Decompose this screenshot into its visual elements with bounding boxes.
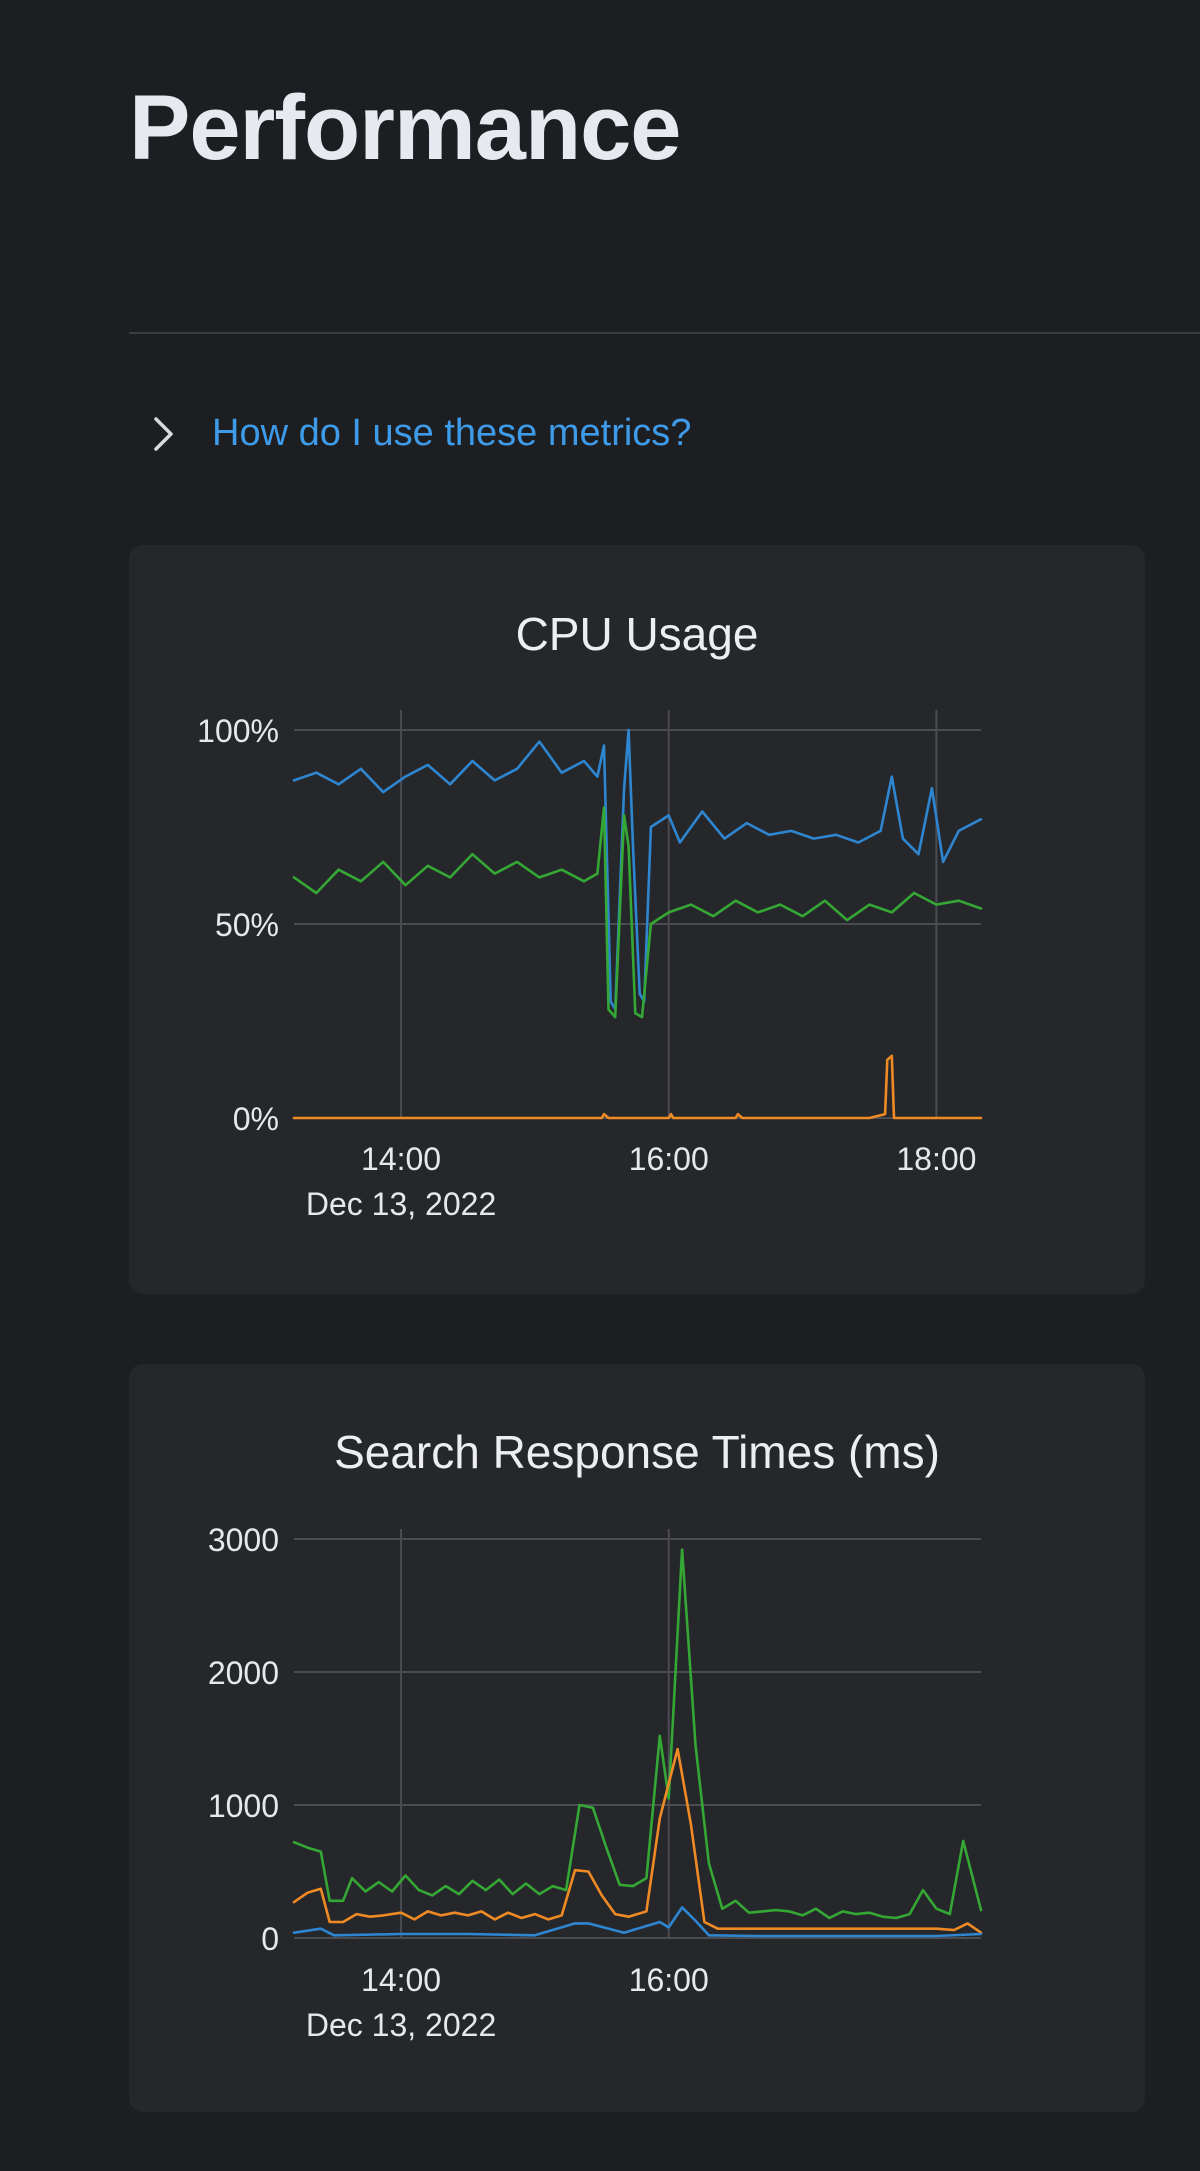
x-tick-label: 16:00 <box>629 1962 709 1998</box>
orange-series-line <box>292 1054 983 1120</box>
y-tick-label: 1000 <box>208 1788 279 1824</box>
title-divider <box>129 332 1200 334</box>
orange-series-line <box>292 1747 983 1935</box>
y-tick-label: 100% <box>197 713 279 749</box>
y-tick-label: 2000 <box>208 1655 279 1691</box>
help-disclosure[interactable]: How do I use these metrics? <box>150 412 691 455</box>
page-title: Performance <box>129 77 681 179</box>
x-tick-label: 14:00 <box>361 1962 441 1998</box>
y-tick-label: 3000 <box>208 1522 279 1558</box>
search-response-card: Search Response Times (ms) 3000 2000 1000 0… <box>129 1364 1145 2112</box>
y-tick-label: 0% <box>233 1101 279 1137</box>
blue-series-line <box>292 728 983 1011</box>
search-response-chart: 3000 2000 1000 0 14:00 16:00 Dec 13, 2022 <box>208 1522 983 2043</box>
x-tick-label: 16:00 <box>629 1141 709 1177</box>
help-link[interactable]: How do I use these metrics? <box>212 412 692 454</box>
x-tick-label: 18:00 <box>896 1141 976 1177</box>
x-date-label: Dec 13, 2022 <box>306 2007 496 2043</box>
chevron-right-icon <box>154 416 173 451</box>
cpu-usage-chart: 100% 50% 0% 14:00 16:00 18:00 Dec 13, 2022 <box>197 710 983 1222</box>
green-series-line <box>292 1548 983 1920</box>
x-tick-label: 14:00 <box>361 1141 441 1177</box>
y-tick-label: 50% <box>215 907 279 943</box>
blue-series-line <box>292 1906 983 1938</box>
x-date-label: Dec 13, 2022 <box>306 1186 496 1222</box>
green-series-line <box>292 806 983 1019</box>
y-tick-label: 0 <box>261 1921 279 1957</box>
cpu-usage-card: CPU Usage 100% 50% 0% 14:00 16:00 18:00 Dec 13… <box>129 545 1145 1294</box>
chart-title: CPU Usage <box>515 608 759 660</box>
chart-title: Search Response Times (ms) <box>334 1426 940 1478</box>
